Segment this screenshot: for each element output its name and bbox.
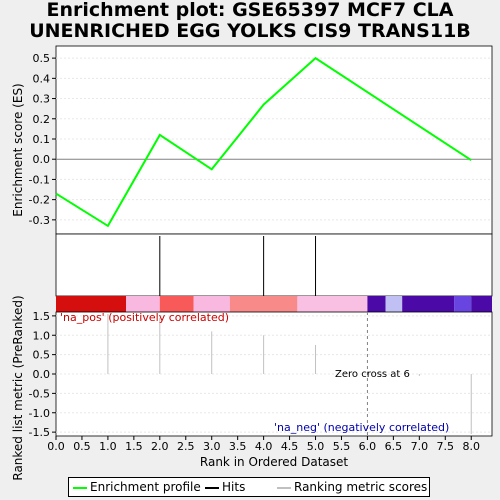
colorbar-segment (454, 296, 472, 312)
xtick-label: 3.5 (229, 440, 247, 453)
bottom-ytick-label: -1.0 (29, 407, 50, 420)
neg-label: 'na_neg' (negatively correlated) (274, 421, 449, 434)
colorbar-segment (229, 296, 298, 312)
bottom-ytick-label: 1.0 (33, 329, 51, 342)
bottom-ytick-label: 1.5 (33, 310, 51, 323)
top-ytick-label: 0.4 (33, 72, 51, 85)
pos-label: 'na_pos' (positively correlated) (60, 311, 229, 324)
top-ytick-label: -0.3 (29, 214, 50, 227)
xtick-label: 0.0 (47, 440, 65, 453)
top-ytick-label: 0.1 (33, 133, 51, 146)
legend-hits-label: Hits (222, 480, 246, 494)
enrichment-profile-line (55, 56, 472, 228)
xtick-label: 5.5 (333, 440, 351, 453)
colorbar-segment (471, 296, 492, 312)
top-ytick-label: 0.2 (33, 113, 51, 126)
colorbar-segment (385, 296, 403, 312)
legend-enrichment-label: Enrichment profile (90, 480, 201, 494)
xtick-label: 7.5 (437, 440, 455, 453)
xtick-label: 4.0 (255, 440, 273, 453)
colorbar-segment (402, 296, 455, 312)
colorbar-segment (159, 296, 194, 312)
xtick-label: 2.5 (177, 440, 195, 453)
xtick-label: 5.0 (307, 440, 325, 453)
top-ytick-label: 0.0 (33, 153, 51, 166)
xtick-label: 4.5 (281, 440, 299, 453)
bottom-y-axis-label: Ranked list metric (PreRanked) (11, 295, 25, 480)
legend-metric-swatch (277, 487, 291, 489)
legend: Enrichment profile Hits Ranking metric s… (68, 477, 430, 497)
legend-metric-label: Ranking metric scores (294, 480, 428, 494)
chart-title-line2: UNENRICHED EGG YOLKS CIS9 TRANS11B (29, 20, 471, 42)
top-panel-frame (55, 45, 493, 235)
xtick-label: 3.0 (203, 440, 221, 453)
top-ytick-label: -0.2 (29, 194, 50, 207)
bottom-ytick-label: 0.0 (33, 368, 51, 381)
top-ytick-label: 0.5 (33, 52, 51, 65)
xtick-label: 0.5 (73, 440, 91, 453)
xtick-label: 1.0 (99, 440, 117, 453)
top-y-axis-label: Enrichment score (ES) (11, 83, 25, 216)
chart-title: Enrichment plot: GSE65397 MCF7 CLA UNENR… (0, 0, 500, 42)
colorbar-segment (126, 296, 160, 312)
xtick-label: 6.0 (359, 440, 377, 453)
colorbar-segment (297, 296, 368, 312)
legend-enrichment-swatch (73, 487, 87, 489)
xtick-label: 1.5 (125, 440, 143, 453)
bottom-ytick-label: 0.5 (33, 349, 51, 362)
bottom-ytick-label: -0.5 (29, 387, 50, 400)
xtick-label: 8.0 (462, 440, 480, 453)
colorbar-segment (367, 296, 386, 312)
colorbar-segment (193, 296, 230, 312)
xtick-label: 6.5 (385, 440, 403, 453)
top-ytick-label: -0.1 (29, 173, 50, 186)
zero-cross-label: Zero cross at 6 (335, 369, 410, 380)
xtick-label: 2.0 (151, 440, 169, 453)
bottom-ytick-label: -1.5 (29, 426, 50, 439)
chart-title-line1: Enrichment plot: GSE65397 MCF7 CLA (46, 0, 454, 21)
legend-hits-swatch (205, 487, 219, 489)
colorbar-segment (56, 296, 127, 312)
x-axis-label: Rank in Ordered Dataset (200, 455, 348, 469)
hits-panel-frame (55, 233, 493, 297)
xtick-label: 7.0 (411, 440, 429, 453)
top-ytick-label: 0.3 (33, 93, 51, 106)
